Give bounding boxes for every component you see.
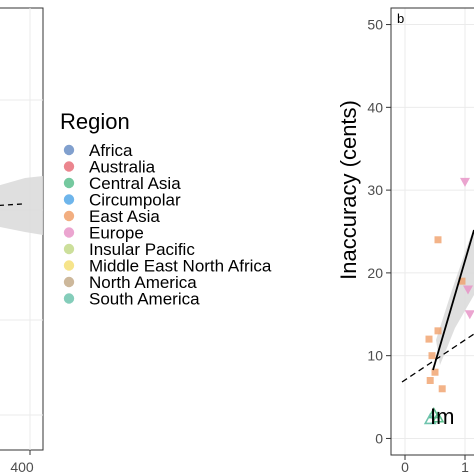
legend-item: Insular Pacific <box>63 240 195 259</box>
legend-item: Australia <box>63 158 156 177</box>
legend-key <box>63 177 75 189</box>
panel-b-x-tick-label: 0 <box>401 459 409 474</box>
left-x-tick-label: 400 <box>10 459 34 474</box>
legend-key <box>63 276 75 288</box>
legend-label: Middle East North Africa <box>89 257 272 276</box>
panel-b-y-tick-label: 20 <box>367 265 383 281</box>
panel-b-data-point <box>427 406 441 419</box>
legend-item: Central Asia <box>63 174 181 193</box>
legend-label: Circumpolar <box>89 191 181 210</box>
panel-b-data-point <box>460 177 470 187</box>
panel-b-y-tick-label: 30 <box>367 182 383 198</box>
panel-b-y-tick-label: 50 <box>367 17 383 33</box>
legend-key <box>63 194 75 205</box>
panel-b-data-point <box>431 411 445 423</box>
legend-item: Africa <box>63 141 133 160</box>
legend-label: Australia <box>89 158 156 177</box>
legend-label: South America <box>89 290 200 309</box>
legend-item: South America <box>63 290 200 309</box>
panel-b-data-point <box>425 335 433 343</box>
panel-b-x-axis-title: Im <box>430 404 454 429</box>
panel-b-data-point <box>431 368 439 376</box>
panel-b-y-tick-label: 10 <box>367 348 383 364</box>
left-panel: 400 <box>0 7 44 474</box>
legend-item: Europe <box>63 224 144 243</box>
legend-item: North America <box>63 273 197 292</box>
panel-b-data-point <box>426 377 434 384</box>
legend-key <box>63 144 75 156</box>
panel-b-y-axis: 0 10 20 30 40 50 <box>367 17 391 446</box>
panel-b-solid-fit-line <box>432 229 474 371</box>
legend-key <box>63 260 75 271</box>
panel-b-border <box>390 7 474 456</box>
panel-b-data-point <box>458 277 466 285</box>
legend-key <box>63 293 75 304</box>
legend-key <box>63 210 75 222</box>
panel-b-data-point <box>428 352 436 360</box>
panel-b-background <box>391 8 474 455</box>
legend-item: Middle East North Africa <box>63 257 272 276</box>
legend-key <box>63 227 75 238</box>
panel-b-dashed-fit-line <box>401 333 474 383</box>
panel-b-y-tick-label: 40 <box>367 99 383 115</box>
left-confidence-band <box>0 176 43 235</box>
legend-label: Central Asia <box>89 174 181 193</box>
legend-key <box>63 243 75 255</box>
panel-b-y-tick-label: 0 <box>375 430 383 446</box>
panel-b-data-point <box>434 327 442 335</box>
legend-title: Region <box>60 109 130 134</box>
panel-b-y-axis-title: Inaccuracy (cents) <box>336 100 361 280</box>
panel-b-data-point <box>464 310 474 320</box>
panel-b-points <box>423 177 474 425</box>
legend-label: Insular Pacific <box>89 240 195 259</box>
panel-b-data-point <box>423 412 437 425</box>
legend-label: Africa <box>89 141 133 160</box>
panel-b-x-tick-label: 1 <box>461 459 469 474</box>
panel-b-data-point <box>463 285 473 295</box>
legend-label: East Asia <box>89 207 160 226</box>
legend-item: Circumpolar <box>63 191 181 210</box>
panel-b-data-point <box>438 385 446 393</box>
legend-item: East Asia <box>63 207 160 226</box>
panel-b-tag: b <box>397 11 404 26</box>
panel-b-data-point <box>434 236 442 244</box>
legend-label: Europe <box>89 224 144 243</box>
legend-key <box>63 161 75 172</box>
legend-label: North America <box>89 273 197 292</box>
